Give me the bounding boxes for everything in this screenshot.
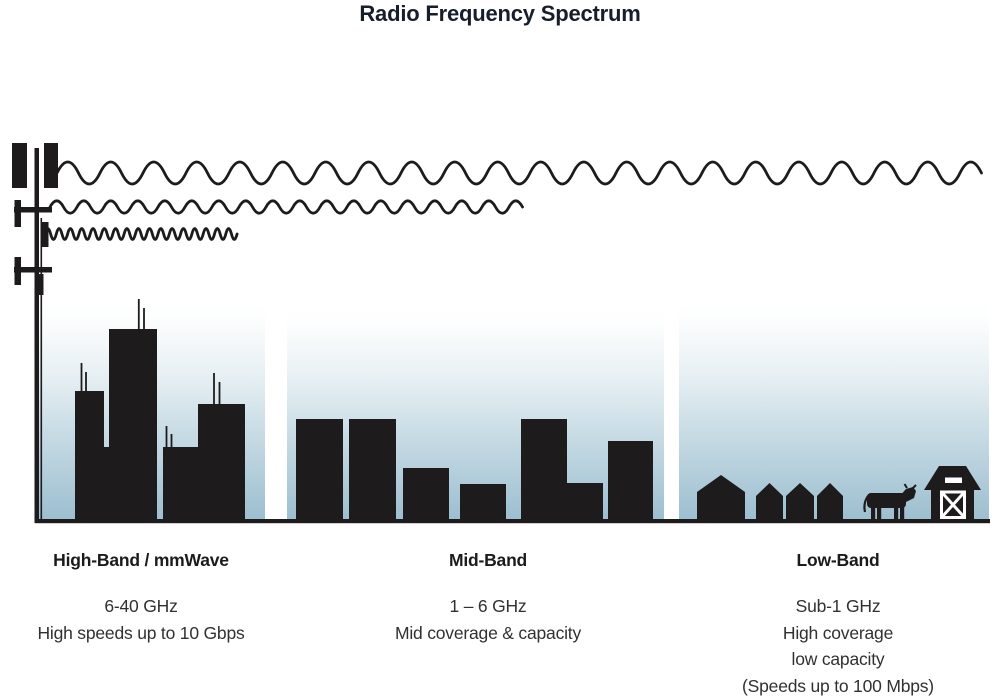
mid-rise-building [521, 419, 567, 519]
band-name-high: High-Band / mmWave [53, 550, 229, 570]
mid-rise-building [567, 483, 603, 519]
antenna-panel [12, 143, 27, 188]
cell-tower-icon [12, 143, 58, 523]
low-frequency-wave [55, 160, 983, 186]
tower-crossbar [14, 267, 52, 273]
radio-waves [43, 160, 983, 241]
band-label-high: High-Band / mmWave 6-40 GHz High speeds … [6, 549, 276, 646]
skyscraper [198, 404, 245, 519]
skyscraper [109, 329, 157, 519]
house-icon [697, 475, 745, 519]
cow-icon [863, 483, 917, 519]
mid-rise-building [403, 468, 449, 519]
skyscraper [103, 447, 110, 519]
high-band-skyline [75, 299, 245, 519]
band-label-mid: Mid-Band 1 – 6 GHz Mid coverage & capaci… [348, 549, 628, 646]
house-icon [817, 483, 843, 519]
tower-crossbar [14, 207, 52, 213]
band-detail-mid-frequency: 1 – 6 GHz [449, 596, 527, 616]
mid-rise-building [608, 441, 653, 519]
band-name-low: Low-Band [796, 550, 880, 570]
mid-band-skyline [296, 419, 653, 519]
band-detail-low-speed: (Speeds up to 100 Mbps) [742, 675, 934, 696]
mid-frequency-wave [48, 199, 524, 215]
band-detail-high-frequency: 6-40 GHz [104, 596, 178, 616]
antenna-panel [44, 143, 58, 188]
band-detail-mid-coverage: Mid coverage & capacity [394, 622, 582, 643]
house-icon [786, 483, 814, 519]
antenna-panel-small [38, 274, 44, 295]
barn-icon [924, 466, 981, 519]
antenna-panel-small [14, 257, 21, 285]
band-detail-low-capacity: low capacity [791, 649, 885, 669]
rooftop-antennas [80, 299, 221, 448]
house-icon [756, 483, 783, 519]
mid-rise-building [460, 484, 506, 519]
mid-rise-building [349, 419, 396, 519]
antenna-panel-small [14, 200, 21, 227]
ground-line [35, 519, 990, 524]
low-band-rural-scene [697, 466, 981, 519]
band-detail-low-coverage: High coverage [782, 622, 894, 643]
mid-rise-building [296, 419, 343, 519]
band-detail-high-speed: High speeds up to 10 Gbps [37, 622, 245, 643]
tower-mast [34, 148, 39, 523]
band-name-mid: Mid-Band [448, 550, 528, 570]
barn-door [940, 490, 966, 519]
skyscraper [163, 447, 198, 519]
band-label-low: Low-Band Sub-1 GHz High coverage low cap… [688, 549, 988, 699]
skyscraper [75, 391, 104, 519]
band-detail-low-frequency: Sub-1 GHz [795, 596, 881, 616]
page-title: Radio Frequency Spectrum [359, 1, 641, 26]
tower-guy-line [40, 218, 43, 523]
high-frequency-wave [43, 227, 239, 241]
